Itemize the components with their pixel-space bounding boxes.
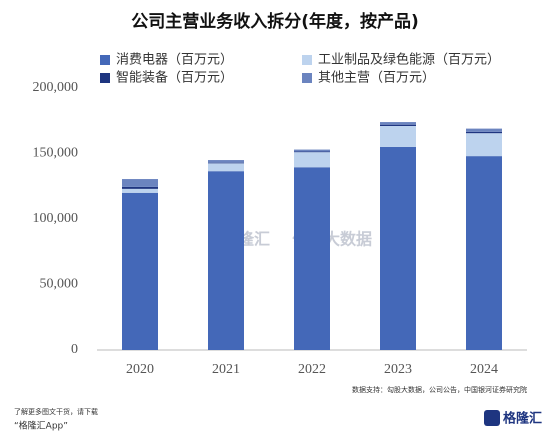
footer-line: 了解更多图文干货，请下载 xyxy=(14,407,98,416)
x-tick-label: 2021 xyxy=(212,362,240,377)
legend-label: 消费电器（百万元） xyxy=(116,53,233,68)
bar-segment xyxy=(208,160,244,163)
bar-segment xyxy=(466,133,502,157)
bar-segment xyxy=(122,179,158,187)
y-tick-label: 150,000 xyxy=(33,146,79,161)
legend-swatch xyxy=(100,55,110,65)
bar-segment xyxy=(466,128,502,132)
bar-segment xyxy=(208,171,244,350)
chart-title: 公司主营业务收入拆分(年度，按产品) xyxy=(131,11,419,32)
logo: 格隆汇 xyxy=(503,411,542,427)
y-tick-label: 100,000 xyxy=(33,211,79,226)
legend-label: 其他主营（百万元） xyxy=(318,71,435,86)
bar-segment xyxy=(380,122,416,125)
bar-segment xyxy=(122,188,158,193)
x-tick-label: 2024 xyxy=(470,362,498,377)
bar-segment xyxy=(208,163,244,172)
bar-segment xyxy=(294,151,330,153)
bar-segment xyxy=(294,152,330,168)
y-tick-label: 200,000 xyxy=(33,80,79,95)
x-tick-label: 2023 xyxy=(384,362,412,377)
x-tick-label: 2022 xyxy=(298,362,326,377)
footer-line: “格隆汇App” xyxy=(14,420,68,432)
bar-segment xyxy=(380,125,416,147)
bar-segment xyxy=(122,186,158,189)
source: 数据支持：勾股大数据，公司公告，中国银河证券研究院 xyxy=(352,385,527,394)
legend-swatch xyxy=(302,55,312,65)
bar-segment xyxy=(466,156,502,350)
bar-segment xyxy=(294,167,330,350)
legend-swatch xyxy=(100,73,110,83)
x-tick-label: 2020 xyxy=(126,362,154,377)
legend-swatch xyxy=(302,73,312,83)
logo-icon xyxy=(484,410,500,426)
legend-label: 智能装备（百万元） xyxy=(116,70,233,86)
bar-segment xyxy=(380,124,416,126)
y-tick-label: 50,000 xyxy=(40,277,79,292)
bar-segment xyxy=(208,162,244,164)
y-tick-label: 0 xyxy=(71,342,78,357)
legend-label: 工业制品及绿色能源（百万元） xyxy=(318,52,500,68)
bar-segment xyxy=(294,149,330,152)
bar-segment xyxy=(380,146,416,350)
bar-segment xyxy=(466,131,502,134)
bar-segment xyxy=(122,192,158,350)
